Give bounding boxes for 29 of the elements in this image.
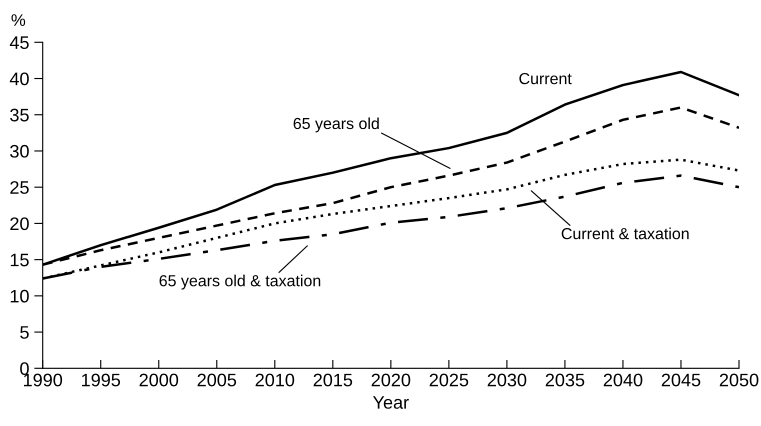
x-tick-label: 2050 (720, 374, 758, 386)
x-tick-label: 2040 (604, 374, 642, 386)
x-tick-label: 2035 (546, 374, 584, 386)
x-axis-title: Year (373, 396, 409, 409)
x-tick-label: 2045 (662, 374, 700, 386)
x-tick-label: 1990 (24, 374, 62, 386)
x-tick-label: 2005 (198, 374, 236, 386)
x-tick-label: 2010 (256, 374, 294, 386)
y-tick-label: 45 (10, 36, 29, 50)
x-tick-label: 2030 (488, 374, 526, 386)
y-axis-title: % (12, 14, 26, 26)
y-tick-label: 15 (10, 254, 29, 266)
x-tick-label: 2000 (140, 374, 178, 386)
y-tick-label: 10 (10, 290, 29, 303)
y-tick-label: 35 (10, 108, 29, 122)
x-tick-label: 1995 (82, 374, 120, 386)
x-tick-label: 2025 (430, 374, 468, 386)
annotation: Current & taxation (562, 228, 689, 240)
x-tick-label: 2020 (372, 374, 410, 386)
y-tick-label: 25 (10, 181, 29, 194)
y-tick-label: 40 (10, 72, 29, 86)
annotation: 65 years old (294, 117, 379, 132)
y-tick-label: 5 (20, 326, 29, 339)
x-tick-label: 2015 (314, 374, 352, 386)
annotation: Current (519, 72, 572, 84)
y-tick-label: 0 (20, 362, 29, 376)
annotation: 65 years old & taxation (160, 274, 320, 290)
y-tick-label: 20 (10, 217, 29, 230)
y-tick-label: 30 (10, 144, 29, 158)
